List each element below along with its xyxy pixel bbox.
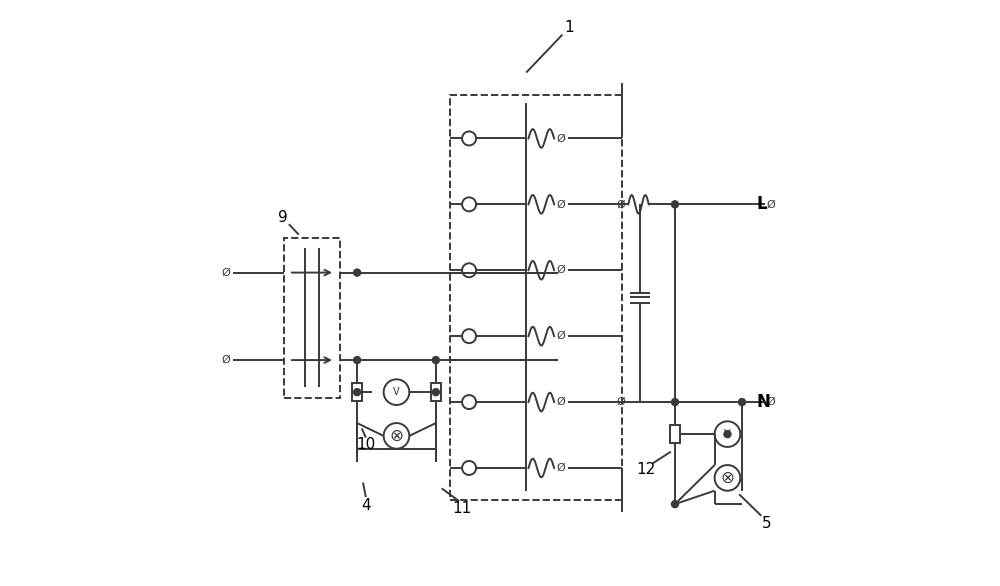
- Text: Ø: Ø: [222, 355, 230, 365]
- Text: Ø: Ø: [557, 331, 565, 341]
- Text: 12: 12: [636, 462, 655, 476]
- Text: ⊗: ⊗: [390, 427, 403, 445]
- Text: Ø: Ø: [557, 199, 565, 209]
- Circle shape: [724, 431, 731, 438]
- Text: 5: 5: [762, 516, 772, 531]
- Text: 4: 4: [361, 498, 371, 513]
- Bar: [431, 383, 441, 401]
- Text: 11: 11: [452, 501, 472, 516]
- Text: V: V: [724, 429, 731, 439]
- Text: V: V: [393, 387, 400, 397]
- Text: Ø: Ø: [767, 397, 776, 407]
- Circle shape: [354, 356, 361, 363]
- Text: Ø: Ø: [557, 397, 565, 407]
- Text: Ø: Ø: [617, 199, 626, 209]
- Text: 1: 1: [564, 20, 574, 35]
- Text: L: L: [757, 195, 767, 213]
- Text: ⊗: ⊗: [721, 469, 734, 487]
- Circle shape: [432, 356, 439, 363]
- Text: Ø: Ø: [222, 268, 230, 278]
- Circle shape: [671, 500, 678, 507]
- Circle shape: [354, 269, 361, 276]
- Text: Ø: Ø: [767, 199, 776, 209]
- Bar: [284, 237, 340, 398]
- Bar: [450, 95, 622, 500]
- Text: Ø: Ø: [617, 397, 626, 407]
- Circle shape: [354, 389, 361, 396]
- Text: 9: 9: [278, 210, 288, 224]
- Circle shape: [432, 389, 439, 396]
- Circle shape: [671, 201, 678, 208]
- Circle shape: [739, 398, 746, 406]
- Bar: [352, 383, 362, 401]
- Text: Ø: Ø: [557, 265, 565, 275]
- Text: Ø: Ø: [557, 134, 565, 144]
- Text: 10: 10: [356, 437, 375, 452]
- Text: N: N: [757, 393, 770, 411]
- Circle shape: [671, 398, 678, 406]
- Bar: [670, 425, 680, 444]
- Text: Ø: Ø: [557, 463, 565, 473]
